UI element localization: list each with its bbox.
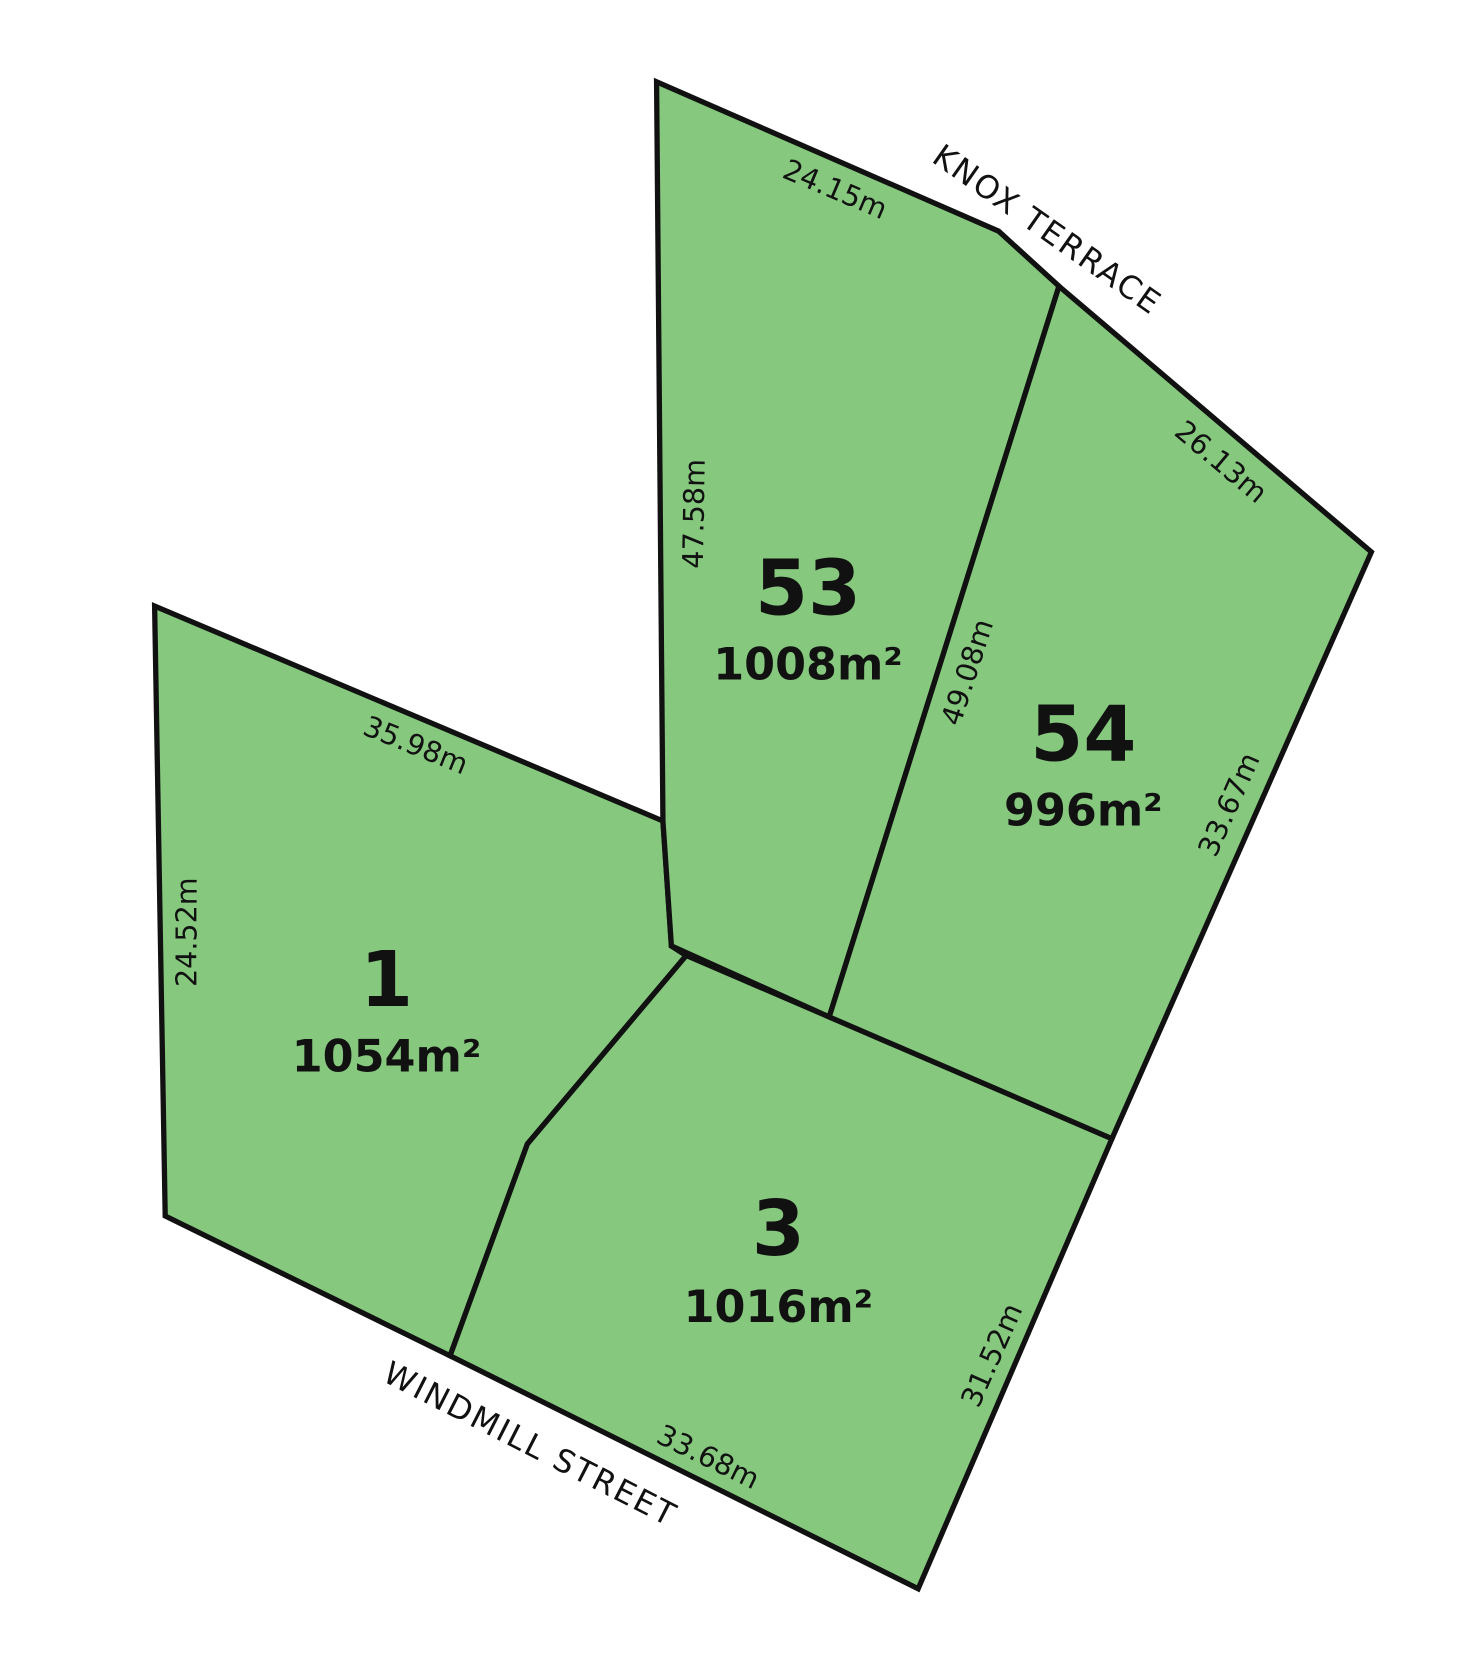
lot-53-area: 1008m² xyxy=(713,639,903,690)
lot-1-area: 1054m² xyxy=(292,1031,482,1082)
lot-53-number: 53 xyxy=(755,543,861,632)
lot-54-number: 54 xyxy=(1030,689,1136,778)
lot-1-number: 1 xyxy=(360,935,413,1024)
lot-3-area: 1016m² xyxy=(684,1282,874,1333)
lot-54-area: 996m² xyxy=(1004,786,1163,837)
boundary-1-3 xyxy=(669,943,688,958)
lot-3-number: 3 xyxy=(752,1184,805,1273)
dim-lot1-west: 24.52m xyxy=(170,877,204,987)
lot-54-shape[interactable] xyxy=(825,281,1375,1143)
dim-lot53-west: 47.58m xyxy=(676,459,712,569)
